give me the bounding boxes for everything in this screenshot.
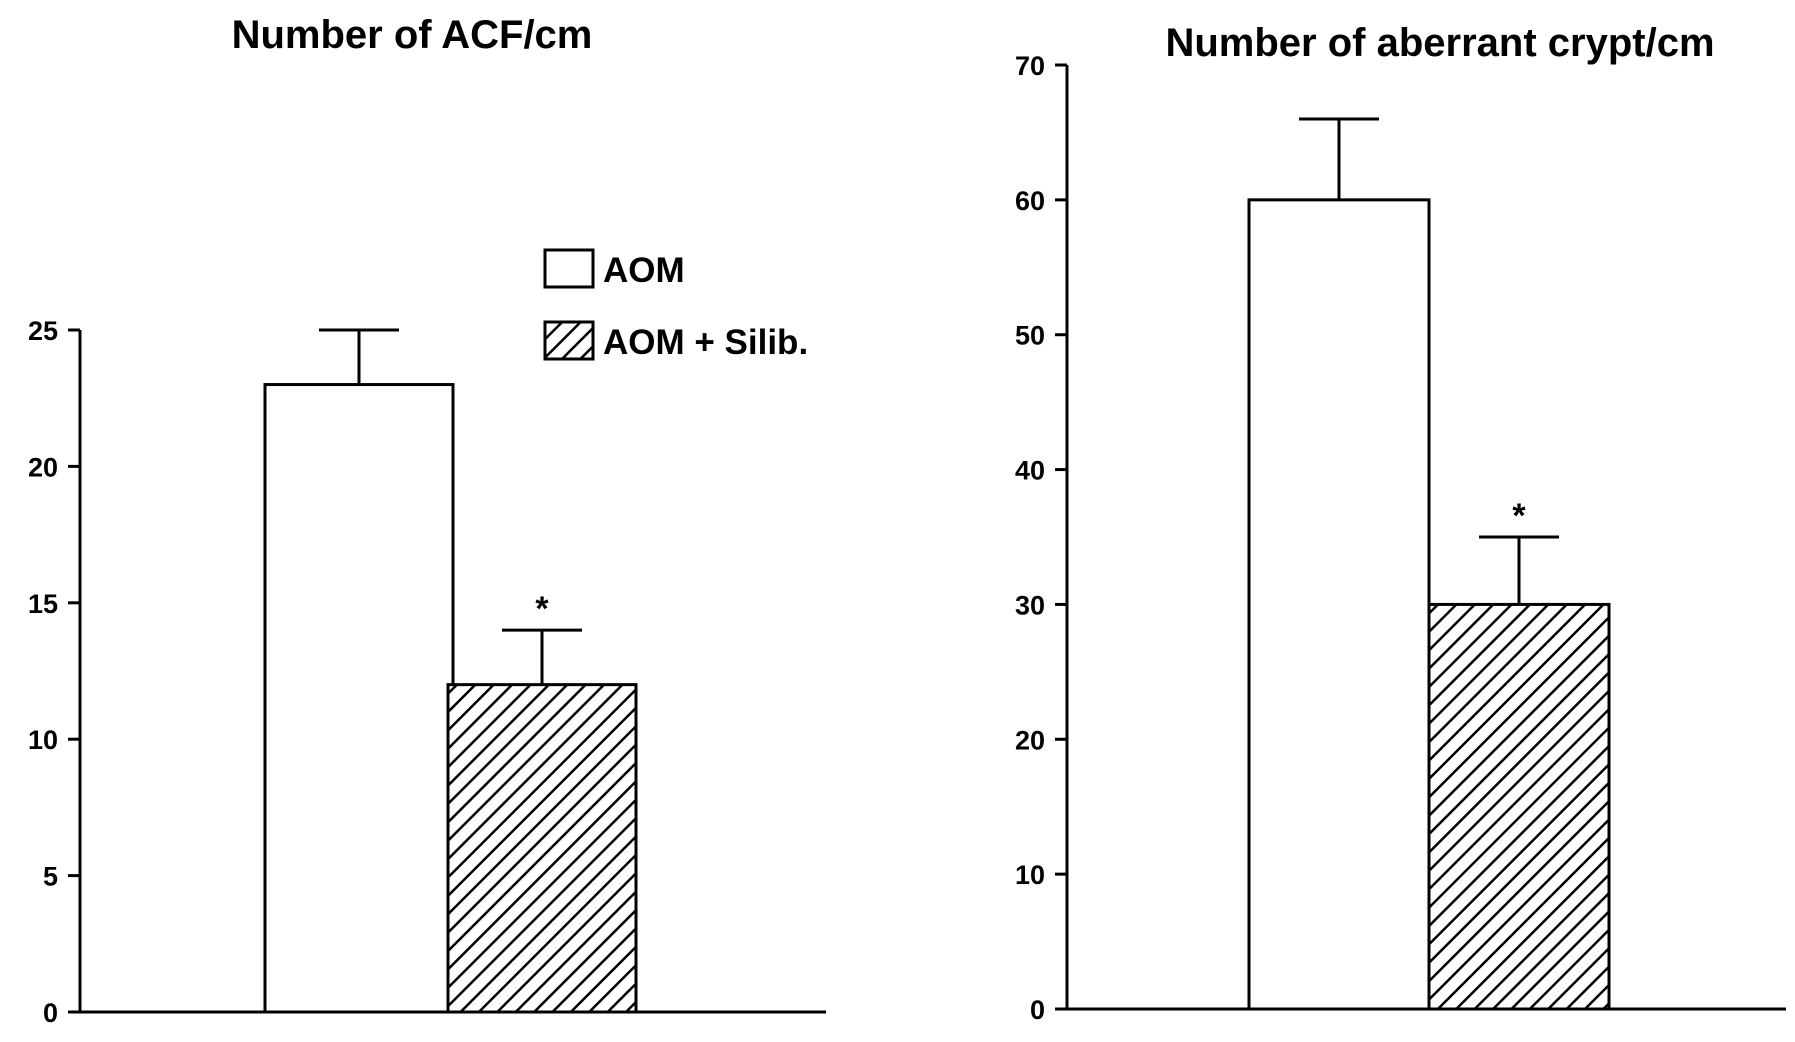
y-tick-label-aberrant-crypt-50: 50	[1015, 321, 1045, 351]
y-tick-label-acf-10: 10	[28, 725, 58, 755]
chart-panel-acf: Number of ACF/cm 0 5 10 15 20 25 * AOM AOM + …	[28, 13, 826, 1028]
y-tick-label-aberrant-crypt-70: 70	[1015, 51, 1045, 81]
bar-acf-aom-silib	[446, 683, 638, 1014]
y-tick-label-aberrant-crypt-60: 60	[1015, 186, 1045, 216]
chart-title-aberrant-crypt: Number of aberrant crypt/cm	[1165, 21, 1714, 65]
chart-title-acf: Number of ACF/cm	[232, 13, 593, 57]
bar-aberrant-crypt-aom	[1247, 198, 1431, 1011]
y-tick-label-acf-5: 5	[43, 862, 58, 892]
y-tick-label-acf-25: 25	[28, 316, 58, 346]
legend-swatch-aom	[543, 248, 595, 289]
legend: AOM AOM + Silib.	[543, 248, 808, 362]
y-tick-label-aberrant-crypt-40: 40	[1015, 456, 1045, 486]
bars-aberrant-crypt: *	[1247, 117, 1611, 1011]
legend-label-aom: AOM	[603, 251, 685, 290]
legend-swatch-aom-silib	[543, 320, 595, 361]
y-ticks-aberrant-crypt: 0 10 20 30 40 50 60 70	[1015, 51, 1067, 1025]
bars-acf: *	[263, 328, 638, 1014]
bar-aberrant-crypt-aom-silib	[1427, 602, 1611, 1011]
y-ticks-acf: 0 5 10 15 20 25	[28, 316, 80, 1028]
y-tick-label-aberrant-crypt-20: 20	[1015, 725, 1045, 755]
bar-acf-aom	[263, 383, 455, 1014]
y-tick-label-aberrant-crypt-10: 10	[1015, 860, 1045, 890]
significance-marker-aberrant-crypt-aom-silib: *	[1512, 497, 1526, 535]
y-tick-label-aberrant-crypt-0: 0	[1030, 995, 1045, 1025]
y-tick-label-aberrant-crypt-30: 30	[1015, 590, 1045, 620]
chart-panel-aberrant-crypt: Number of aberrant crypt/cm 0 10 20 30 40 50 6…	[1015, 21, 1786, 1025]
significance-marker-acf-aom-silib: *	[535, 590, 549, 628]
legend-label-aom-silib: AOM + Silib.	[603, 323, 808, 362]
y-tick-label-acf-15: 15	[28, 589, 58, 619]
y-tick-label-acf-20: 20	[28, 452, 58, 482]
y-tick-label-acf-0: 0	[43, 998, 58, 1028]
